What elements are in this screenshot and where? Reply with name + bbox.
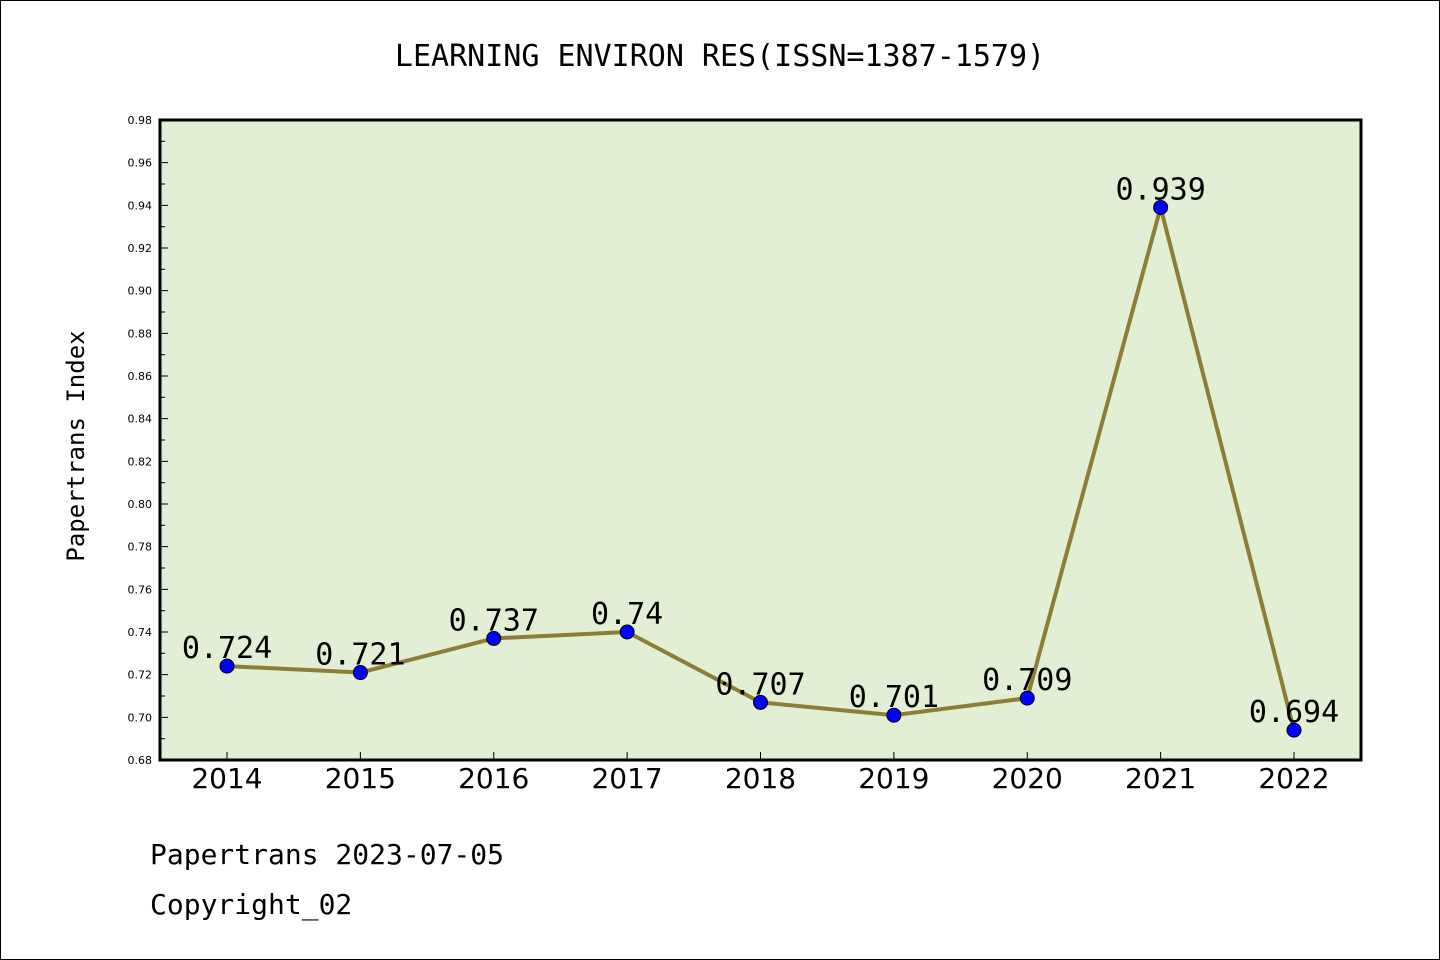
data-point — [1019, 690, 1035, 706]
data-point — [753, 694, 768, 710]
x-tick-label: 2018 — [725, 762, 796, 795]
data-label: 0.939 — [1115, 172, 1205, 207]
y-tick-label: 0.92 — [128, 242, 153, 255]
data-label: 0.707 — [715, 667, 805, 702]
footer-copyright: Copyright_02 — [150, 888, 352, 922]
y-tick-label: 0.70 — [128, 711, 153, 724]
y-tick-label: 0.72 — [128, 669, 153, 682]
data-point — [1286, 722, 1302, 738]
y-tick-label: 0.88 — [128, 327, 153, 340]
y-tick-label: 0.86 — [128, 370, 153, 383]
x-tick-label: 2019 — [858, 762, 929, 795]
data-point — [219, 658, 235, 674]
y-tick-label: 0.96 — [128, 157, 153, 170]
y-tick-label: 0.84 — [128, 413, 153, 426]
series-group: 0.724 0.721 0.737 0.74 0.707 0.701 0.709 0.939 0… — [182, 172, 1339, 738]
data-label: 0.701 — [849, 680, 939, 715]
y-tick-label: 0.68 — [128, 754, 153, 767]
data-label: 0.694 — [1249, 695, 1339, 730]
data-point — [352, 665, 368, 681]
x-tick-label: 2020 — [992, 762, 1063, 795]
chart-title: LEARNING ENVIRON RES(ISSN=1387-1579) — [395, 39, 1045, 74]
x-tick-label: 2017 — [591, 762, 662, 795]
y-tick-label: 0.80 — [128, 498, 153, 511]
x-axis: 2014 2015 2016 2017 2018 2019 2020 2021 2022 — [191, 752, 1330, 795]
data-point — [886, 707, 902, 723]
data-label: 0.721 — [315, 638, 405, 673]
y-tick-label: 0.74 — [128, 626, 153, 639]
data-point — [1153, 199, 1169, 215]
x-tick-label: 2016 — [458, 762, 529, 795]
data-label: 0.737 — [449, 603, 539, 638]
y-tick-label: 0.78 — [128, 541, 153, 554]
x-tick-label: 2014 — [191, 762, 262, 795]
footer-date: Papertrans 2023-07-05 — [150, 838, 504, 871]
y-tick-label: 0.94 — [128, 199, 153, 212]
y-axis: 0.68 0.70 0.72 0.74 0.76 0.78 0.80 0.82 0.84 0.86… — [128, 114, 168, 767]
y-tick-label: 0.90 — [128, 285, 153, 298]
data-label: 0.724 — [182, 631, 272, 666]
plot-area — [158, 118, 1363, 762]
data-label: 0.74 — [591, 597, 663, 632]
data-point — [486, 630, 502, 646]
x-tick-label: 2022 — [1258, 762, 1329, 795]
x-tick-label: 2021 — [1125, 762, 1196, 795]
y-tick-label: 0.76 — [128, 583, 153, 596]
y-tick-label: 0.98 — [128, 114, 153, 127]
data-label: 0.709 — [982, 663, 1072, 698]
y-tick-label: 0.82 — [128, 455, 153, 468]
x-tick-label: 2015 — [325, 762, 396, 795]
data-point — [619, 624, 635, 640]
y-axis-label: Papertrans Index — [62, 330, 90, 561]
